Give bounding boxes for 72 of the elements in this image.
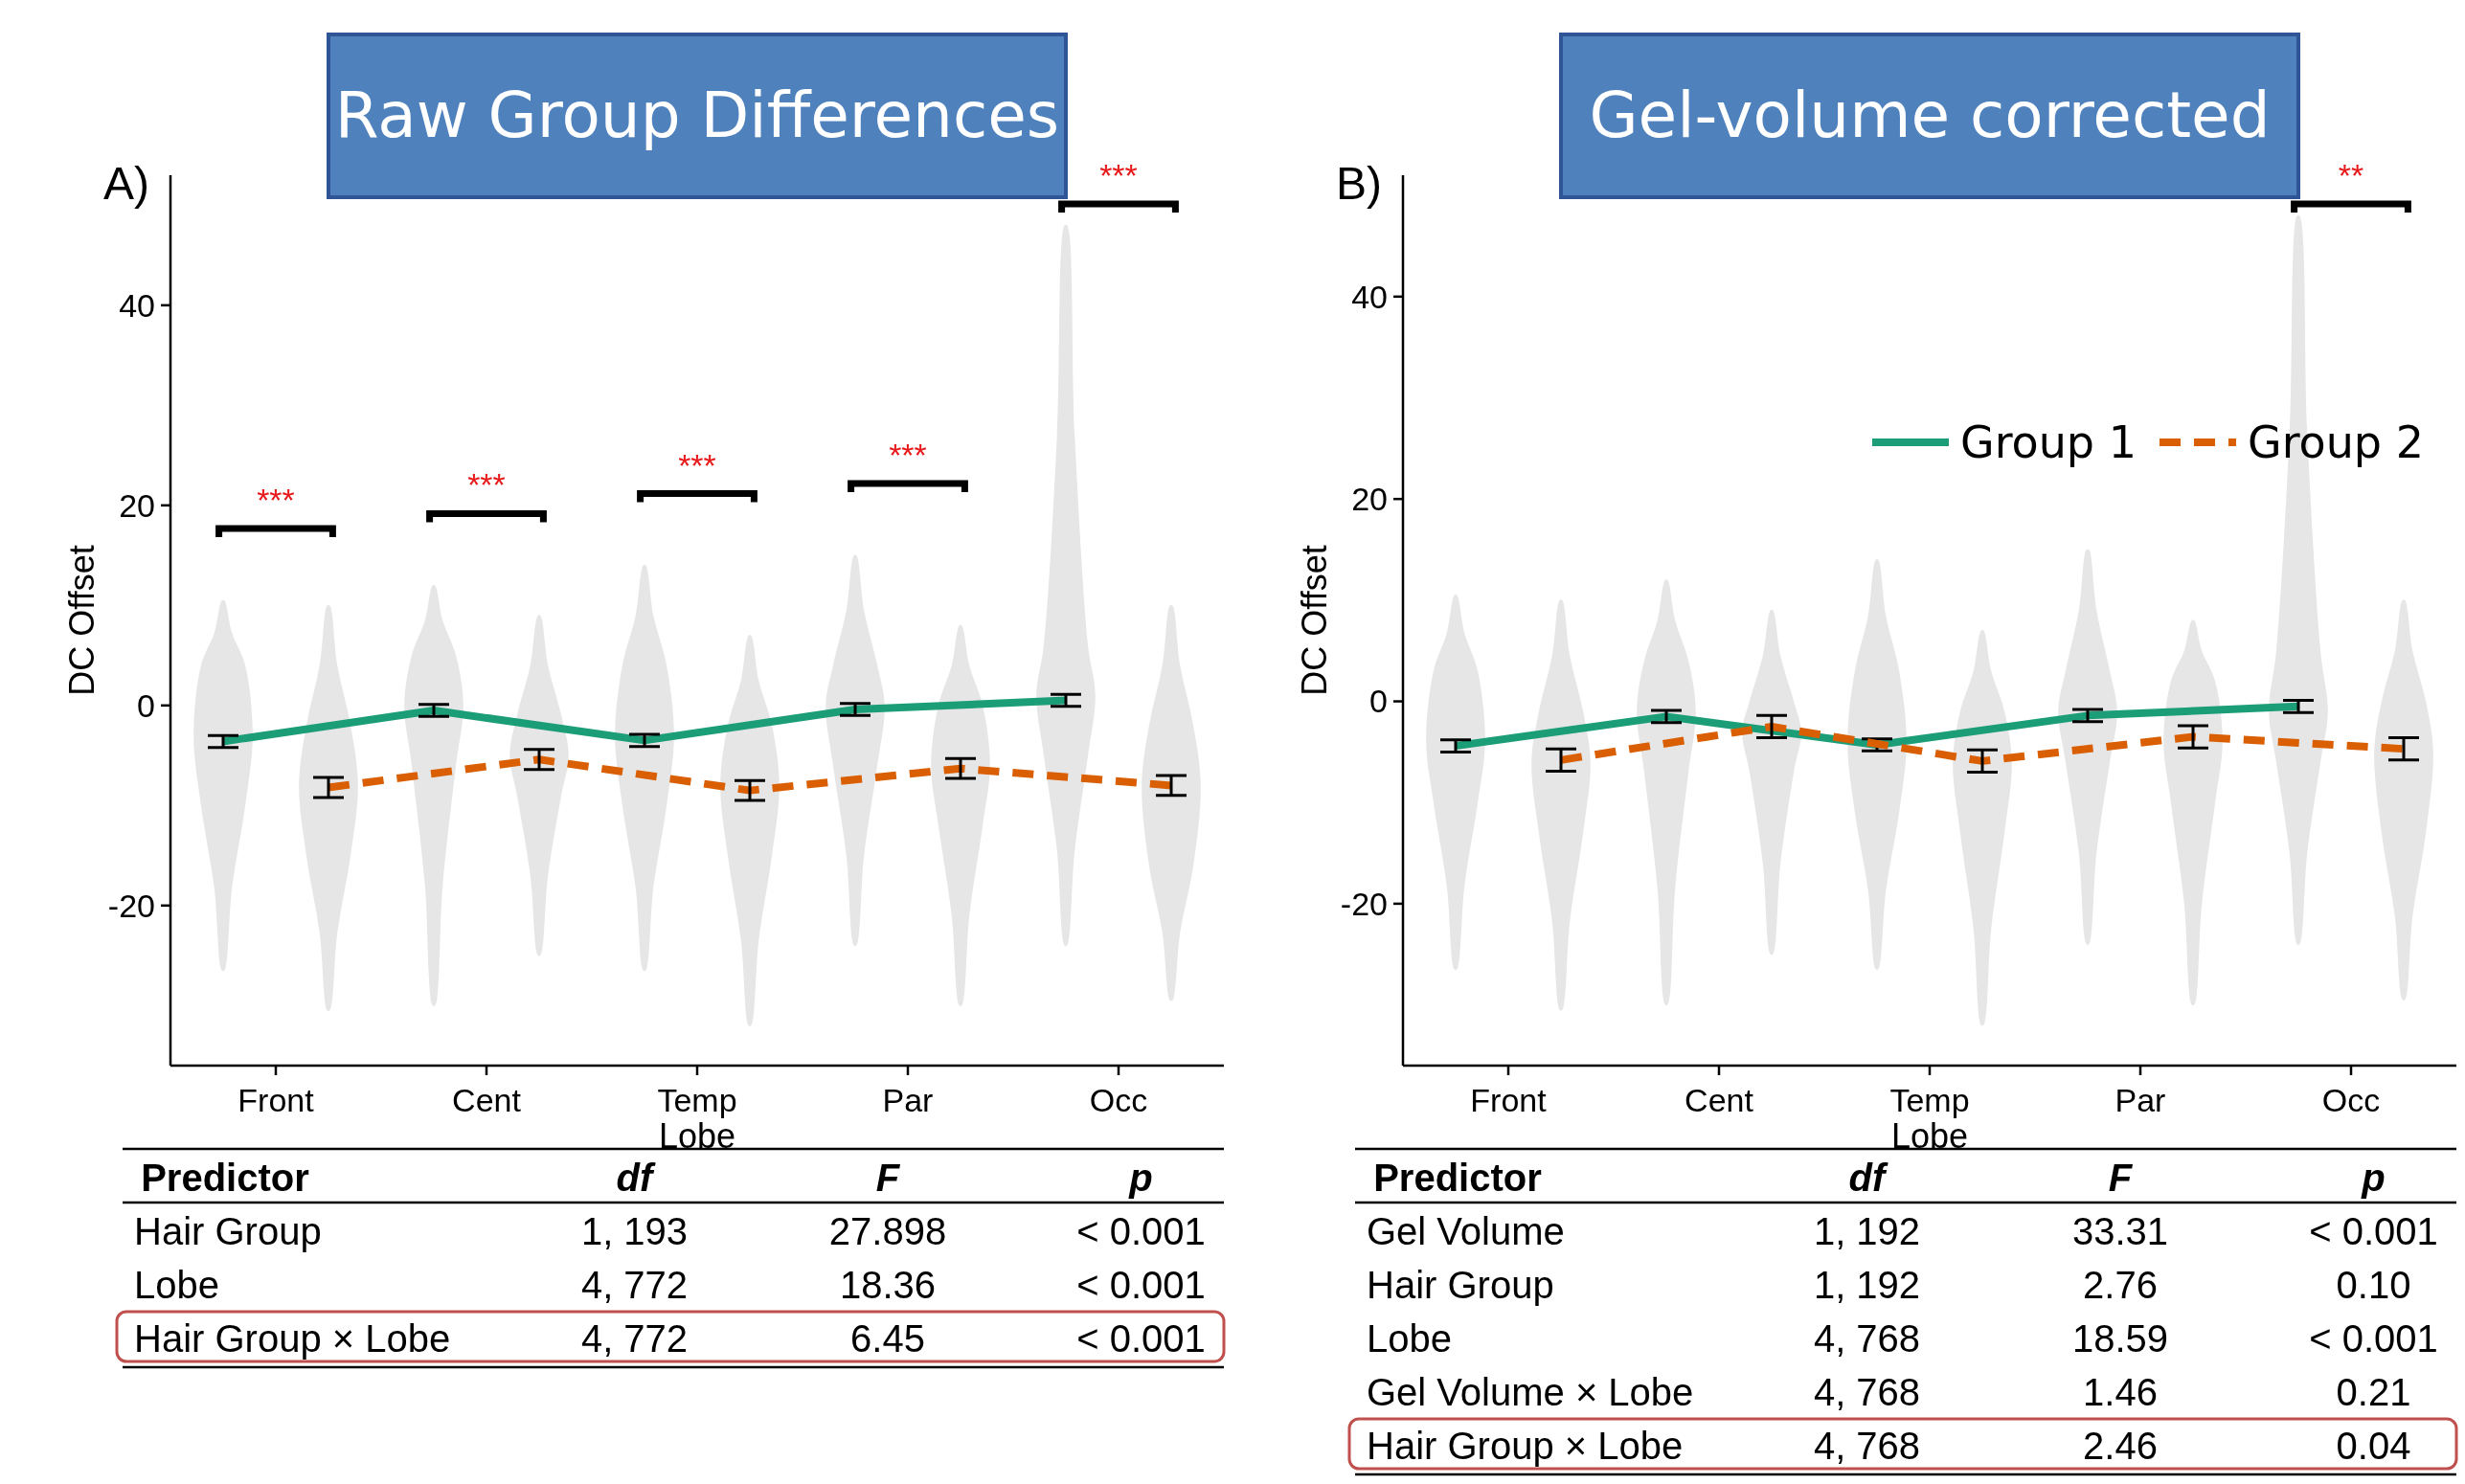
y-tick-label: 20	[1351, 481, 1388, 518]
category-label: p	[1128, 1157, 1153, 1199]
text: < 0.001	[2309, 1210, 2438, 1252]
annotation: ***	[257, 482, 295, 519]
text: Gel Volume	[1367, 1210, 1565, 1252]
text: Hair Group × Lobe	[134, 1317, 451, 1360]
y-tick-label: 40	[119, 286, 155, 324]
y-tick-label: 20	[119, 486, 155, 524]
y-tick-label: -20	[107, 887, 155, 924]
text: Lobe	[1367, 1317, 1452, 1360]
text: 27.898	[828, 1210, 947, 1252]
legend-label: Group 1	[1960, 416, 2137, 469]
y-tick-label: 0	[1369, 683, 1388, 720]
text: Hair Group	[1367, 1264, 1554, 1306]
text: < 0.001	[1076, 1210, 1206, 1252]
text: 2.76	[2083, 1264, 2158, 1306]
text: 4, 768	[1813, 1371, 1921, 1413]
text: 6.45	[850, 1317, 925, 1360]
text: 18.36	[839, 1264, 937, 1306]
x-tick-label: Temp	[657, 1082, 737, 1118]
category-label: F	[875, 1157, 901, 1199]
x-tick-label: Cent	[452, 1082, 522, 1118]
text: Hair Group	[134, 1210, 322, 1252]
category-label: Predictor	[141, 1157, 309, 1199]
category-label: Predictor	[1373, 1157, 1542, 1199]
annotation: ***	[889, 437, 927, 474]
y-axis-title: DC Offset	[62, 545, 102, 696]
text: B)	[1336, 158, 1382, 209]
legend-label: Group 2	[2248, 416, 2424, 469]
text: 2.46	[2083, 1425, 2158, 1467]
category-label: df	[1848, 1157, 1889, 1199]
text: 33.31	[2071, 1210, 2169, 1252]
annotation: **	[2338, 157, 2364, 193]
annotation: ***	[467, 466, 506, 504]
text: 4, 772	[580, 1317, 689, 1360]
text: 1, 192	[1813, 1210, 1921, 1252]
y-tick-label: 40	[1351, 278, 1388, 315]
text: < 0.001	[1076, 1264, 1206, 1306]
category-label: df	[616, 1157, 657, 1199]
text: < 0.001	[2309, 1317, 2438, 1360]
category-label: p	[2361, 1157, 2386, 1199]
text: Hair Group × Lobe	[1367, 1425, 1684, 1467]
x-tick-label: Front	[237, 1082, 315, 1118]
text: 1, 193	[580, 1210, 689, 1252]
text: < 0.001	[1076, 1317, 1206, 1360]
y-tick-label: -20	[1340, 885, 1388, 922]
x-tick-label: Cent	[1685, 1082, 1754, 1118]
text: 0.21	[2336, 1371, 2411, 1413]
text: 4, 772	[580, 1264, 689, 1306]
chart-title: Raw Group Differences	[334, 79, 1060, 152]
x-tick-label: Front	[1470, 1082, 1548, 1118]
chart-title: Gel-volume corrected	[1589, 79, 2271, 152]
text: 1, 192	[1813, 1264, 1921, 1306]
annotation: ***	[1099, 157, 1138, 193]
x-tick-label: Occ	[1089, 1082, 1148, 1118]
text: Lobe	[134, 1264, 219, 1306]
text: 1.46	[2083, 1371, 2158, 1413]
x-tick-label: Occ	[2321, 1082, 2381, 1118]
text: 4, 768	[1813, 1425, 1921, 1467]
x-tick-label: Temp	[1889, 1082, 1970, 1118]
text: A)	[103, 158, 149, 209]
category-label: F	[2108, 1157, 2134, 1199]
text: 4, 768	[1813, 1317, 1921, 1360]
text: 18.59	[2071, 1317, 2169, 1360]
x-tick-label: Par	[882, 1082, 934, 1118]
y-tick-label: 0	[137, 686, 155, 724]
y-axis-title: DC Offset	[1295, 545, 1334, 696]
annotation: ***	[678, 446, 716, 483]
text: 0.10	[2336, 1264, 2411, 1306]
text: Gel Volume × Lobe	[1367, 1371, 1694, 1413]
text: 0.04	[2336, 1425, 2411, 1467]
x-tick-label: Par	[2114, 1082, 2166, 1118]
